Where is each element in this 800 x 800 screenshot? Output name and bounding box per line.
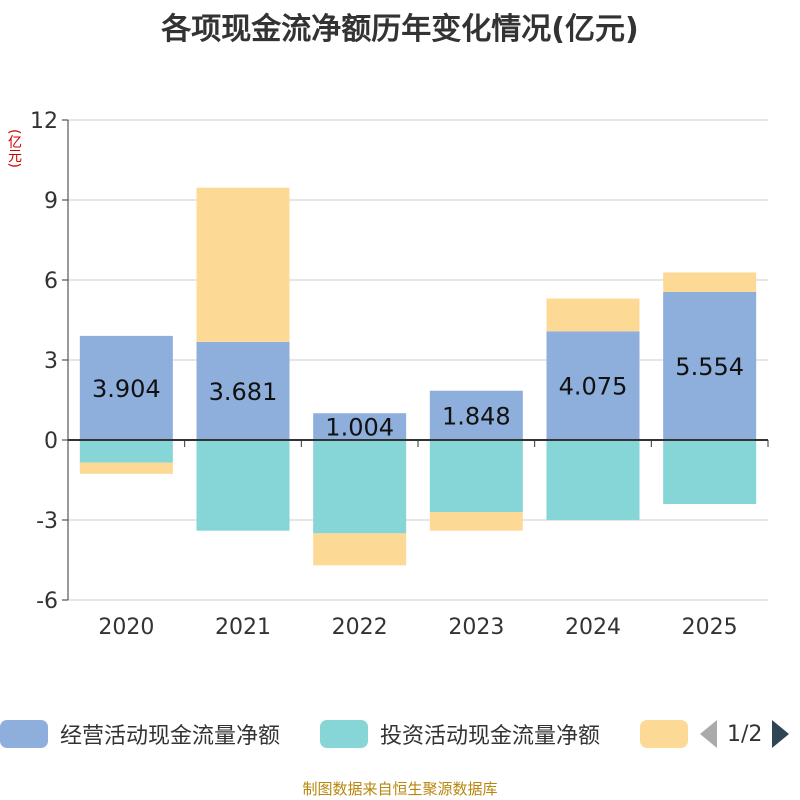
legend-item-financing[interactable] — [640, 716, 688, 752]
y-tick-label: 6 — [44, 269, 58, 294]
bar-series1-2023[interactable] — [429, 440, 523, 512]
bar-series2-2024[interactable] — [546, 298, 640, 332]
legend-swatch-operating — [0, 720, 48, 748]
legend: 经营活动现金流量净额 投资活动现金流量净额 1/2 — [0, 716, 800, 752]
bar-series0-2022[interactable] — [313, 413, 407, 440]
legend-swatch-financing — [640, 720, 688, 748]
legend-label-operating: 经营活动现金流量净额 — [60, 724, 281, 749]
data-label: 1.004 — [325, 414, 394, 442]
bar-series0-2024[interactable] — [546, 331, 640, 440]
y-tick-label: 3 — [44, 349, 58, 374]
legend-swatch-investing — [320, 720, 368, 748]
bar-series2-2023[interactable] — [429, 512, 523, 531]
next-page-icon[interactable] — [772, 720, 790, 748]
data-label: 5.554 — [675, 353, 744, 381]
bar-series0-2025[interactable] — [663, 291, 757, 440]
bar-chart: -6 -3 0 3 6 9 12 3.904 2020 3.681 2021 1.004 2022 1.8… — [30, 109, 769, 640]
bar-series0-2023[interactable] — [429, 390, 523, 440]
x-tick-label: 2022 — [332, 615, 388, 640]
y-tick-label: 0 — [44, 429, 58, 454]
legend-item-investing[interactable]: 投资活动现金流量净额 — [320, 716, 600, 752]
legend-page-indicator: 1/2 — [727, 721, 763, 747]
legend-label-investing: 投资活动现金流量净额 — [380, 724, 601, 749]
data-label: 1.848 — [442, 402, 511, 430]
data-label: 3.681 — [209, 378, 278, 406]
bar-series1-2020[interactable] — [79, 440, 173, 463]
bar-series2-2020[interactable] — [79, 462, 173, 474]
bar-series0-2021[interactable] — [196, 341, 290, 440]
y-tick-label: 12 — [30, 109, 58, 134]
data-label: 4.075 — [559, 373, 628, 401]
bar-series1-2025[interactable] — [663, 440, 757, 504]
bar-series1-2021[interactable] — [196, 440, 290, 531]
bar-series1-2022[interactable] — [313, 440, 407, 534]
bar-series2-2022[interactable] — [313, 533, 407, 566]
y-axis-unit-label: (亿元) — [6, 128, 22, 168]
y-tick-label: 9 — [44, 189, 58, 214]
legend-pager: 1/2 — [700, 716, 790, 752]
prev-page-icon[interactable] — [700, 720, 717, 748]
x-tick-label: 2024 — [565, 615, 621, 640]
x-tick-label: 2023 — [448, 615, 504, 640]
legend-item-operating[interactable]: 经营活动现金流量净额 — [0, 716, 280, 752]
x-tick-label: 2025 — [682, 615, 738, 640]
y-tick-label: -6 — [36, 589, 58, 614]
y-tick-label: -3 — [36, 509, 58, 534]
bar-series2-2025[interactable] — [663, 272, 757, 292]
bar-series2-2021[interactable] — [196, 187, 290, 342]
bar-series0-2020[interactable] — [79, 335, 173, 440]
bar-series1-2024[interactable] — [546, 440, 640, 520]
chart-title: 各项现金流净额历年变化情况(亿元) — [161, 12, 639, 47]
x-tick-label: 2020 — [98, 615, 154, 640]
data-source-note: 制图数据来自恒生聚源数据库 — [302, 780, 498, 798]
x-tick-label: 2021 — [215, 615, 271, 640]
data-label: 3.904 — [92, 375, 161, 403]
